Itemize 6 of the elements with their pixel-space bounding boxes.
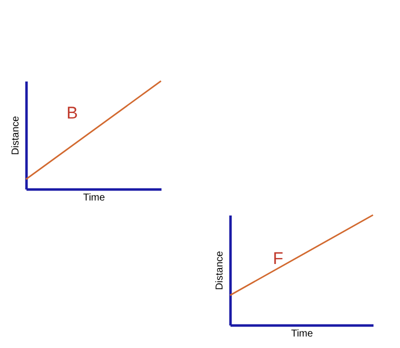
annotation: B [66,103,78,122]
x-axis-title: Time [291,328,314,340]
annotation: F [272,249,284,268]
x-axis-title: Time [83,192,106,204]
y-axis-title: Distance [10,116,22,155]
y-axis-title: Distance [214,250,226,290]
